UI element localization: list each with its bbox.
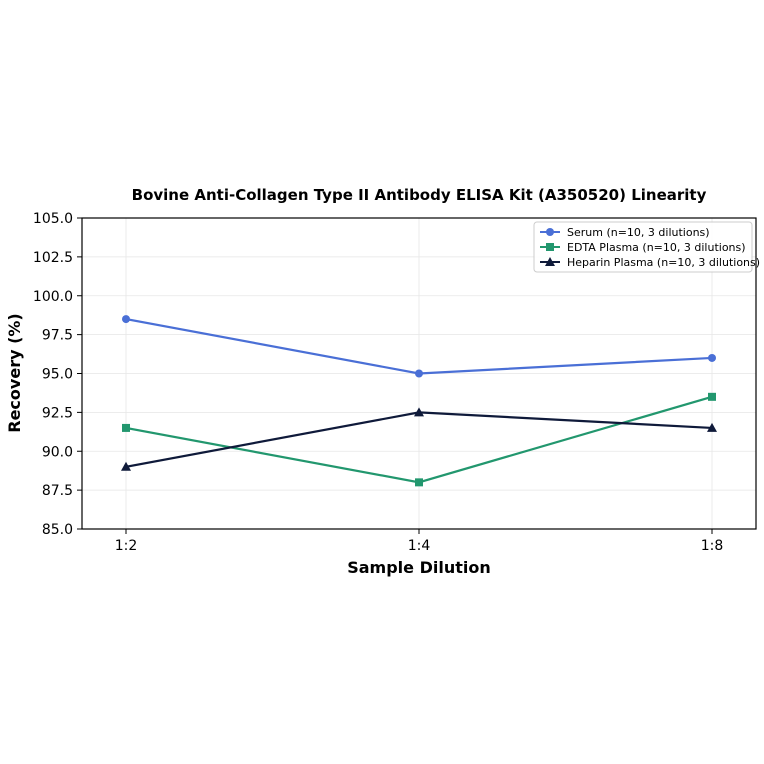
- series-layer: [121, 315, 717, 487]
- y-tick-label: 90.0: [42, 444, 73, 460]
- legend-label: Heparin Plasma (n=10, 3 dilutions): [567, 256, 760, 269]
- data-point: [415, 478, 423, 487]
- y-tick-label: 85.0: [42, 522, 73, 538]
- y-tick-label: 92.5: [42, 405, 73, 421]
- chart-title: Bovine Anti-Collagen Type II Antibody EL…: [132, 186, 707, 204]
- data-point: [414, 407, 424, 417]
- data-point: [121, 461, 131, 471]
- y-axis-ticks: 85.0 87.5 90.0 92.5 95.0 97.5 100.0 102.5 105.0: [33, 211, 82, 538]
- legend-swatch-marker: [545, 257, 555, 266]
- data-point: [707, 422, 717, 432]
- legend-item: Heparin Plasma (n=10, 3 dilutions): [540, 256, 760, 269]
- legend-box: [533, 221, 753, 273]
- y-tick-label: 87.5: [42, 483, 73, 499]
- y-tick-label: 102.5: [33, 250, 73, 266]
- y-tick-label: 97.5: [42, 328, 73, 344]
- legend-swatch-marker: [546, 243, 554, 251]
- data-point: [708, 353, 716, 362]
- legend-item: EDTA Plasma (n=10, 3 dilutions): [540, 241, 746, 254]
- y-tick-label: 100.0: [33, 289, 73, 305]
- legend: Serum (n=10, 3 dilutions) EDTA Plasma (n=…: [533, 221, 760, 273]
- y-tick-label: 105.0: [33, 211, 73, 227]
- legend-item: Serum (n=10, 3 dilutions): [540, 226, 710, 239]
- data-point: [415, 369, 423, 378]
- legend-label: Serum (n=10, 3 dilutions): [567, 226, 710, 239]
- x-tick-label: 1:8: [701, 538, 724, 554]
- x-tick-label: 1:2: [115, 538, 138, 554]
- legend-swatch-marker: [546, 228, 554, 236]
- x-axis-ticks: 1:2 1:4 1:8: [115, 529, 724, 554]
- data-point: [708, 392, 716, 401]
- x-axis-label: Sample Dilution: [347, 558, 491, 577]
- data-point: [122, 423, 130, 432]
- series-2: [121, 407, 717, 471]
- series-0: [122, 315, 716, 378]
- y-tick-label: 95.0: [42, 367, 73, 383]
- data-point: [122, 315, 130, 324]
- series-1: [122, 392, 716, 487]
- y-axis-label: Recovery (%): [5, 313, 24, 432]
- x-tick-label: 1:4: [408, 538, 431, 554]
- legend-label: EDTA Plasma (n=10, 3 dilutions): [567, 241, 746, 254]
